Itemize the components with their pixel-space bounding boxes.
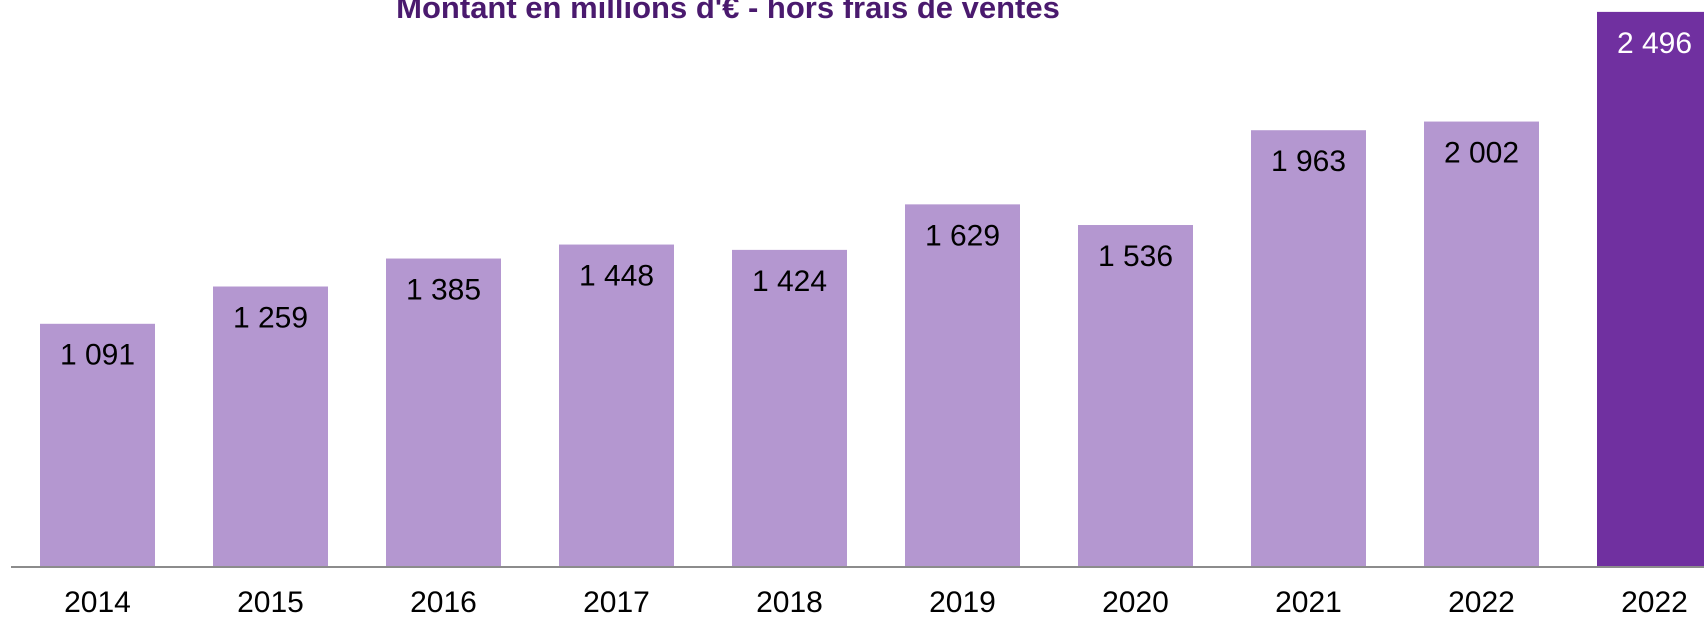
bar <box>213 286 328 566</box>
bar <box>386 258 501 566</box>
bar <box>905 204 1020 566</box>
x-tick-label: 2021 <box>1275 586 1342 619</box>
x-tick-label: 2019 <box>929 586 996 619</box>
x-tick-label: 2017 <box>583 586 650 619</box>
bar <box>40 323 155 566</box>
value-label: 1 091 <box>60 339 135 372</box>
x-tick-label: 2020 <box>1102 586 1169 619</box>
value-label: 1 629 <box>925 219 1000 252</box>
chart-title: Montant en millions d'€ - hors frais de … <box>396 0 1060 25</box>
x-tick-label: 2022 <box>1621 586 1688 619</box>
bar <box>1078 225 1193 566</box>
value-label: 1 448 <box>579 259 654 292</box>
value-label: 1 424 <box>752 265 827 298</box>
x-tick-label: 2016 <box>410 586 477 619</box>
value-label: 1 536 <box>1098 240 1173 273</box>
bar <box>732 249 847 566</box>
x-tick-label: 2022 <box>1448 586 1515 619</box>
value-label: 1 259 <box>233 301 308 334</box>
bar <box>1424 121 1539 566</box>
value-label: 2 496 <box>1617 27 1692 60</box>
value-label: 1 963 <box>1271 145 1346 178</box>
value-label: 2 002 <box>1444 136 1519 169</box>
x-tick-label: 2015 <box>237 586 304 619</box>
x-tick-label: 2018 <box>756 586 823 619</box>
bar <box>1251 130 1366 567</box>
bar <box>1597 11 1704 566</box>
x-tick-label: 2014 <box>64 586 131 619</box>
value-label: 1 385 <box>406 273 481 306</box>
bar <box>559 244 674 566</box>
